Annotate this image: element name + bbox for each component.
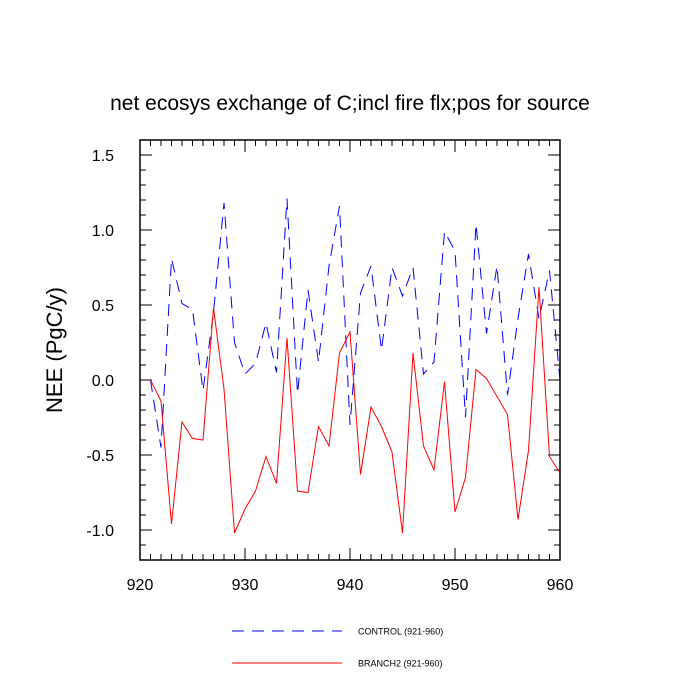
legend-label-control: CONTROL (921-960) bbox=[358, 627, 443, 637]
axis-ticks: 920 930 940 950 960 -1.0 -0.5 0.0 0.5 1.0 1.5 bbox=[86, 139, 574, 594]
y-tick-label: -1.0 bbox=[86, 523, 114, 540]
plot-frame bbox=[139, 139, 561, 561]
legend-label-branch2: BRANCH2 (921-960) bbox=[358, 659, 443, 669]
series-line-control bbox=[150, 198, 561, 448]
legend: CONTROL (921-960) BRANCH2 (921-960) bbox=[232, 627, 443, 669]
y-tick-label: 0.5 bbox=[92, 298, 114, 315]
series-layer bbox=[150, 198, 561, 534]
x-tick-label: 950 bbox=[442, 577, 469, 594]
y-tick-label: -0.5 bbox=[86, 448, 114, 465]
chart-title: net ecosys exchange of C;incl fire flx;p… bbox=[110, 92, 590, 115]
x-tick-label: 920 bbox=[127, 577, 154, 594]
x-tick-label: 960 bbox=[547, 577, 574, 594]
y-tick-label: 1.5 bbox=[92, 148, 114, 165]
y-tick-label: 1.0 bbox=[92, 223, 114, 240]
series-line-branch2 bbox=[150, 286, 561, 534]
x-tick-label: 930 bbox=[232, 577, 259, 594]
y-tick-label: 0.0 bbox=[92, 373, 114, 390]
y-axis-label: NEE (PgC/y) bbox=[42, 287, 67, 413]
x-tick-label: 940 bbox=[337, 577, 364, 594]
